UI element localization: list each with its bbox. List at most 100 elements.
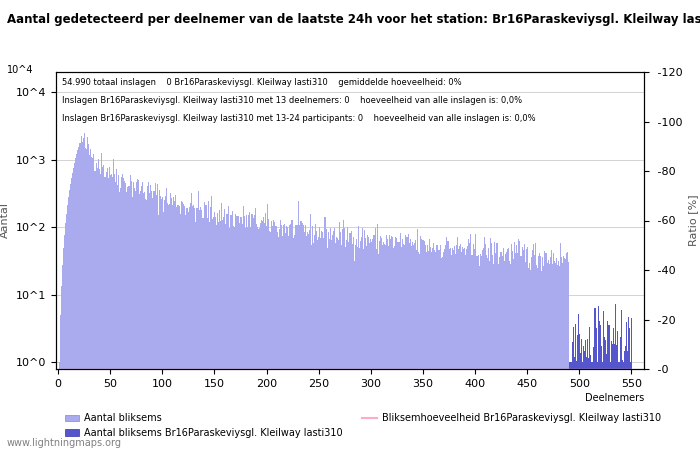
Bar [314, 235, 315, 450]
Bar [556, 258, 557, 450]
Bar [589, 327, 590, 450]
Bar [559, 266, 560, 450]
Bar [388, 246, 389, 450]
Bar [164, 200, 165, 450]
Bar [629, 328, 630, 450]
Bar [123, 178, 125, 450]
Bar [272, 226, 274, 450]
Bar [445, 245, 447, 450]
Bar [456, 244, 457, 450]
Bar [366, 246, 368, 450]
Bar [601, 346, 602, 450]
Bar [359, 248, 360, 450]
Bar [248, 215, 249, 450]
Bar [421, 239, 423, 450]
Bar [547, 260, 549, 450]
Bar [125, 183, 127, 450]
Bar [537, 268, 538, 450]
Bar [392, 237, 393, 450]
Bar [339, 222, 340, 450]
Bar [59, 362, 60, 450]
Bar [130, 181, 132, 450]
Bar [236, 216, 237, 450]
Bar [624, 346, 626, 450]
Bar [489, 261, 490, 450]
Bar [218, 221, 219, 450]
Bar [268, 220, 270, 450]
Bar [400, 247, 402, 450]
Bar [586, 357, 587, 450]
Bar [296, 225, 297, 450]
Bar [338, 240, 339, 450]
Bar [588, 358, 589, 450]
Bar [370, 238, 372, 450]
Bar [436, 245, 437, 450]
Bar [409, 243, 410, 450]
Text: Aantal gedetecteerd per deelnemer van de laatste 24h voor het station: Br16Paras: Aantal gedetecteerd per deelnemer van de… [7, 14, 700, 27]
Bar [577, 335, 578, 450]
Bar [535, 243, 536, 450]
Bar [594, 308, 596, 450]
Bar [486, 256, 487, 450]
Bar [494, 242, 496, 450]
Bar [138, 180, 139, 450]
Bar [249, 212, 251, 450]
Bar [61, 286, 62, 450]
Bar [244, 216, 245, 450]
Bar [274, 222, 276, 450]
Bar [365, 238, 366, 450]
Bar [363, 249, 364, 450]
Bar [172, 205, 174, 450]
Bar [424, 245, 426, 450]
Bar [351, 243, 353, 450]
Bar [490, 238, 491, 450]
Bar [166, 188, 167, 450]
Bar [120, 188, 121, 450]
Bar [357, 247, 358, 450]
Bar [238, 216, 239, 450]
Bar [460, 244, 461, 450]
Bar [242, 224, 243, 450]
Bar [256, 224, 257, 450]
Bar [316, 231, 317, 450]
Bar [405, 235, 406, 450]
Bar [590, 356, 592, 450]
Bar [295, 225, 296, 450]
Bar [89, 155, 90, 450]
Bar [410, 238, 411, 450]
Bar [263, 217, 264, 450]
Bar [323, 238, 325, 450]
Bar [179, 214, 181, 450]
Bar [452, 248, 453, 450]
Bar [102, 167, 104, 450]
Bar [96, 163, 97, 450]
Bar [482, 250, 483, 450]
Bar [628, 317, 629, 450]
Bar [153, 191, 155, 450]
Bar [434, 250, 435, 450]
Bar [464, 248, 466, 450]
Bar [517, 253, 519, 450]
Bar [509, 261, 510, 450]
Bar [239, 223, 240, 450]
Bar [610, 362, 611, 450]
Bar [122, 174, 123, 450]
Bar [581, 339, 582, 450]
Bar [217, 213, 218, 450]
Bar [257, 227, 258, 450]
Bar [312, 226, 313, 450]
Bar [391, 236, 392, 450]
Bar [442, 257, 443, 450]
Bar [542, 256, 543, 450]
Bar [375, 249, 377, 450]
Bar [406, 237, 407, 450]
Bar [414, 243, 415, 450]
Bar [468, 239, 470, 450]
Bar [220, 221, 221, 450]
Bar [334, 228, 335, 450]
Bar [162, 197, 163, 450]
Bar [251, 214, 253, 450]
Text: 10^4: 10^4 [7, 65, 34, 75]
Bar [491, 243, 492, 450]
Bar [178, 206, 179, 450]
